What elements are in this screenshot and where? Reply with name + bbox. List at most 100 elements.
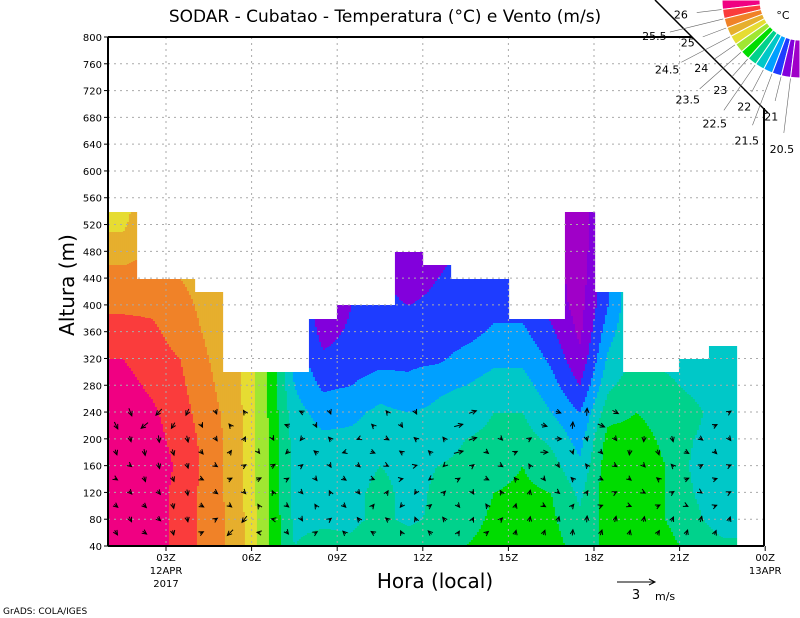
contour-cell — [318, 319, 322, 342]
wind-vector — [526, 515, 533, 522]
contour-cell — [560, 537, 564, 547]
contour-cell — [324, 319, 328, 348]
contour-cell — [388, 407, 392, 480]
contour-cell — [420, 367, 424, 408]
contour-cell — [528, 379, 532, 426]
contour-cell — [498, 368, 502, 413]
contour-cell — [384, 473, 388, 547]
contour-cell — [118, 232, 122, 265]
contour-cell — [360, 522, 364, 547]
contour-cell — [612, 424, 616, 547]
contour-cell — [348, 426, 352, 533]
wind-arrowhead — [414, 488, 420, 495]
wind-arrowhead — [242, 409, 248, 416]
contour-cell — [512, 413, 516, 479]
contour-cell — [610, 342, 614, 389]
contour-cell — [674, 540, 678, 547]
contour-cell — [130, 262, 134, 315]
contour-cell — [582, 402, 586, 439]
colorbar-leader — [681, 36, 731, 63]
wind-vector — [127, 408, 133, 417]
contour-cell — [396, 521, 400, 547]
y-tick-label: 480 — [83, 247, 102, 258]
contour-cell — [458, 388, 462, 448]
contour-cell — [356, 380, 360, 421]
wind-arrowhead — [725, 491, 732, 497]
wind-vector — [528, 463, 534, 470]
contour-cell — [410, 370, 414, 412]
contour-cell — [600, 460, 604, 547]
contour-cell — [360, 305, 364, 378]
contour-cell — [590, 452, 594, 547]
wind-arrowhead — [356, 435, 363, 441]
colorbar-leader — [669, 18, 724, 33]
contour-cell — [414, 523, 418, 547]
wind-arrowhead — [583, 435, 589, 442]
wind-arrowhead — [414, 516, 419, 523]
colorbar-label: 22 — [737, 100, 751, 113]
contour-cell — [518, 471, 522, 547]
contour-cell — [168, 454, 172, 485]
contour-cell — [118, 265, 122, 314]
wind-vector — [468, 409, 478, 415]
contour-cell — [478, 279, 482, 336]
contour-cell — [370, 479, 374, 547]
contour-cell — [410, 252, 414, 304]
wind-arrowhead — [458, 449, 465, 455]
contour-cell — [574, 212, 578, 333]
contour-cell — [318, 428, 322, 529]
contour-cell — [474, 433, 478, 535]
contour-cell — [326, 430, 330, 529]
wind-arrowhead — [626, 475, 632, 481]
contour-cell — [700, 516, 704, 547]
contour-cell — [568, 402, 572, 439]
contour-cell — [118, 314, 122, 359]
wind-vector — [454, 530, 460, 537]
contour-cell — [690, 359, 694, 397]
reference-unit: m/s — [655, 590, 675, 603]
wind-shaft — [128, 408, 133, 416]
contour-cell — [452, 279, 456, 352]
contour-cell — [574, 496, 578, 547]
contour-cell — [400, 371, 404, 411]
contour-cell — [476, 279, 480, 337]
contour-cell — [128, 263, 132, 315]
contour-cell — [270, 372, 274, 547]
contour-cell — [458, 279, 462, 349]
contour-cell — [486, 422, 490, 510]
contour-cell — [428, 365, 432, 405]
contour-cell — [156, 327, 160, 411]
contour-cell — [604, 292, 608, 315]
contour-cell — [144, 279, 148, 318]
wind-arrowhead — [555, 408, 562, 414]
contour-cell — [280, 372, 284, 547]
y-tick-label: 440 — [83, 274, 102, 285]
contour-cell — [710, 529, 714, 547]
contour-cell — [418, 367, 422, 409]
contour-cell — [378, 466, 382, 547]
x-tick-label: 03Z — [156, 553, 176, 564]
contour-cell — [354, 423, 358, 528]
contour-cell — [540, 319, 544, 353]
contour-cell — [460, 279, 464, 347]
contour-cell — [318, 342, 322, 388]
contour-cell — [542, 357, 546, 401]
contour-cell — [342, 329, 346, 388]
wind-vector — [640, 461, 646, 468]
contour-cell — [184, 287, 188, 386]
x-tick-label: 21Z — [670, 553, 690, 564]
wind-vector — [397, 422, 404, 429]
contour-cell — [392, 492, 396, 547]
contour-cell — [338, 531, 342, 547]
wind-arrowhead — [612, 515, 618, 522]
contour-cell — [322, 350, 326, 392]
wind-arrowhead — [156, 437, 162, 444]
x-tick-label: 12Z — [413, 553, 433, 564]
wind-arrowhead — [385, 409, 391, 416]
y-tick-label: 280 — [83, 381, 102, 392]
wind-arrowhead — [170, 450, 176, 457]
contour-cell — [622, 372, 626, 373]
wind-vector — [483, 448, 490, 455]
contour-cell — [412, 369, 416, 411]
contour-cell — [708, 527, 712, 547]
